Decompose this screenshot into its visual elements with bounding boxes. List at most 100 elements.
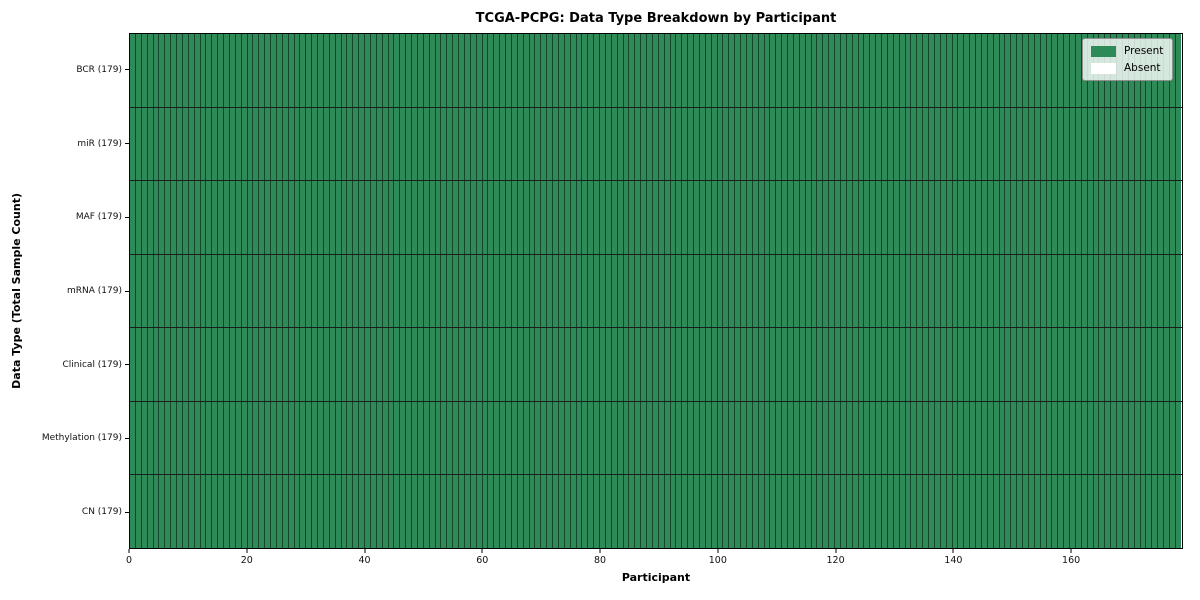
heatmap-cell (729, 401, 736, 475)
heatmap-cell (893, 328, 900, 401)
heatmap-cell (453, 401, 459, 475)
heatmap-cell (459, 181, 465, 254)
heatmap-cell (417, 181, 424, 254)
heatmap-cell (934, 475, 941, 549)
heatmap-cell (664, 475, 671, 549)
heatmap-cell (723, 328, 730, 401)
heatmap-cell (911, 401, 918, 475)
heatmap-cell (318, 401, 324, 475)
heatmap-cell (694, 254, 700, 328)
heatmap-cell (229, 34, 236, 107)
heatmap-cell (535, 181, 542, 254)
heatmap-cell (453, 181, 459, 254)
heatmap-cell (793, 34, 800, 107)
x-tick-label: 100 (708, 555, 727, 566)
heatmap-cell (576, 107, 583, 181)
heatmap-cell (729, 328, 736, 401)
heatmap-cell (911, 254, 918, 328)
heatmap-cell (511, 181, 518, 254)
heatmap-cell (353, 181, 360, 254)
heatmap-cell (282, 328, 289, 401)
heatmap-cell (611, 475, 618, 549)
heatmap-cell (288, 328, 295, 401)
heatmap-cell (746, 475, 753, 549)
heatmap-cell (670, 181, 677, 254)
heatmap-cell (353, 107, 360, 181)
heatmap-cell (882, 254, 888, 328)
heatmap-cell (482, 34, 489, 107)
heatmap-cell (194, 34, 201, 107)
heatmap-cell (952, 34, 959, 107)
heatmap-cell (347, 254, 354, 328)
heatmap-cell (623, 34, 630, 107)
heatmap-cell (652, 254, 659, 328)
heatmap-cell (623, 107, 630, 181)
heatmap-cell (388, 181, 395, 254)
x-axis-label: Participant (621, 571, 691, 584)
heatmap-cell (1028, 328, 1035, 401)
heatmap-cell (247, 254, 254, 328)
heatmap-cell (946, 254, 953, 328)
heatmap-cell (929, 181, 935, 254)
heatmap-cell (200, 34, 207, 107)
heatmap-cell (670, 107, 677, 181)
heatmap-cell (970, 181, 976, 254)
heatmap-cell (353, 34, 360, 107)
heatmap-cell (564, 401, 571, 475)
heatmap-cell (523, 254, 530, 328)
heatmap-cell (582, 401, 589, 475)
heatmap-cell (605, 328, 612, 401)
heatmap-cell (165, 34, 172, 107)
heatmap-cell (799, 107, 806, 181)
heatmap-cell (664, 181, 671, 254)
heatmap-cell (470, 475, 477, 549)
heatmap-cell (1052, 107, 1059, 181)
heatmap-cell (746, 254, 753, 328)
heatmap-cell (576, 181, 583, 254)
heatmap-cell (676, 34, 683, 107)
heatmap-row (130, 328, 1182, 402)
heatmap-cell (764, 254, 771, 328)
heatmap-cell (212, 107, 219, 181)
heatmap-cell (294, 254, 301, 328)
heatmap-cell (852, 181, 859, 254)
heatmap-cell (864, 254, 871, 328)
heatmap-cell (711, 328, 718, 401)
heatmap-cell (517, 475, 524, 549)
heatmap-cell (993, 107, 1000, 181)
heatmap-cell (635, 107, 642, 181)
heatmap-cell (147, 328, 154, 401)
heatmap-cell (259, 34, 266, 107)
heatmap-cell (253, 475, 260, 549)
heatmap-cell (1158, 181, 1164, 254)
heatmap-cell (576, 34, 583, 107)
heatmap-cell (670, 401, 677, 475)
heatmap-cell (782, 401, 788, 475)
heatmap-cell (188, 181, 195, 254)
heatmap-cell (641, 34, 647, 107)
heatmap-cell (135, 181, 142, 254)
heatmap-cell (1017, 254, 1023, 328)
heatmap-cell (1117, 107, 1123, 181)
heatmap-cell (1017, 181, 1023, 254)
heatmap-cell (558, 475, 565, 549)
heatmap-cell (353, 401, 360, 475)
heatmap-cell (517, 107, 524, 181)
heatmap-cell (1011, 34, 1018, 107)
heatmap-cell (141, 475, 148, 549)
heatmap-cell (1117, 254, 1123, 328)
heatmap-cell (523, 181, 530, 254)
heatmap-cell (840, 254, 847, 328)
heatmap-cell (858, 328, 865, 401)
heatmap-cell (1075, 107, 1082, 181)
heatmap-cell (1152, 107, 1159, 181)
heatmap-cell (758, 328, 765, 401)
heatmap-cell (694, 328, 700, 401)
heatmap-cell (247, 328, 254, 401)
heatmap-cell (200, 401, 207, 475)
heatmap-cell (470, 107, 477, 181)
heatmap-cell (553, 181, 559, 254)
y-tick-label: BCR (179) (76, 64, 122, 75)
heatmap-cell (858, 34, 865, 107)
heatmap-cell (717, 107, 724, 181)
